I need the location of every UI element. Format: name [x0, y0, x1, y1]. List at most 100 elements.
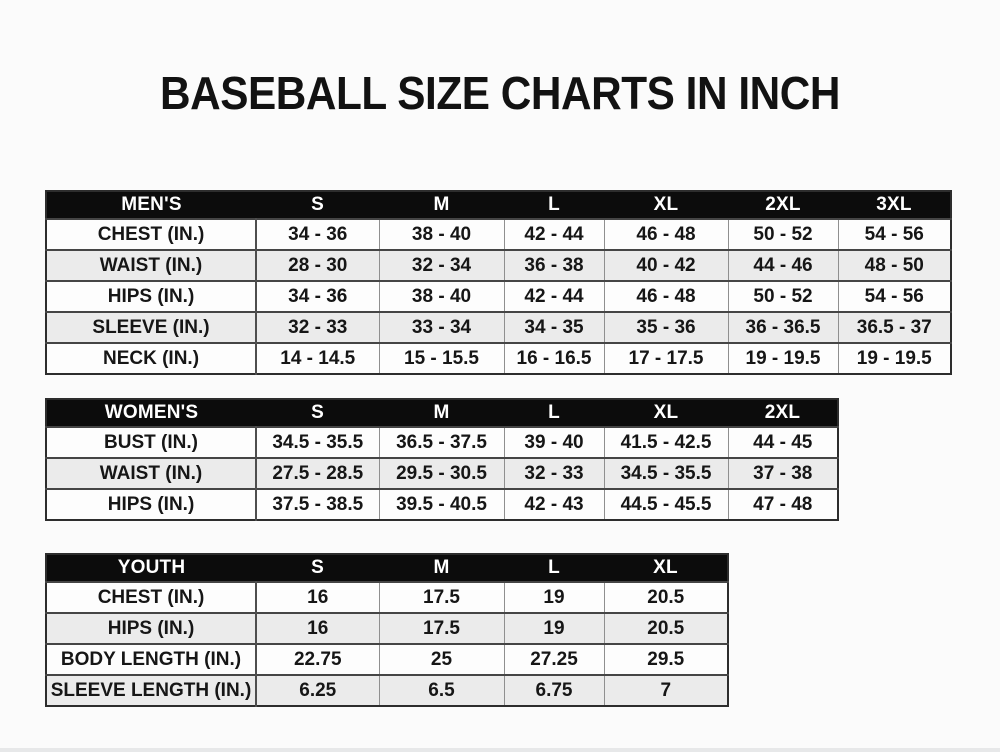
size-value: 32 - 33	[503, 458, 604, 489]
size-value: 16	[255, 582, 379, 613]
size-value: 34 - 36	[255, 281, 379, 312]
measurement-label: CHEST (IN.)	[97, 223, 205, 245]
womens-table: WOMEN'S S M L XL 2XL BUST (IN.) 34.5 - 35.5 36.5…	[45, 398, 839, 521]
measurement-label: BODY LENGTH (IN.)	[60, 648, 242, 670]
table-row: NECK (IN.) 14 - 14.5 15 - 15.5 16 - 16.5 17 …	[46, 343, 951, 374]
size-value: 54 - 56	[837, 281, 951, 312]
size-value: 29.5 - 30.5	[378, 458, 504, 489]
size-value: 37 - 38	[727, 458, 838, 489]
size-value: 28 - 30	[255, 250, 379, 281]
group-label: YOUTH	[46, 554, 256, 582]
size-value: 39.5 - 40.5	[378, 489, 504, 520]
table-row: CHEST (IN.) 34 - 36 38 - 40 42 - 44 46 - 48 5…	[46, 219, 951, 250]
measurement-label: CHEST (IN.)	[97, 586, 205, 608]
table-row: CHEST (IN.) 16 17.5 19 20.5	[46, 582, 728, 613]
size-value: 19 - 19.5	[727, 343, 838, 374]
size-value: 20.5	[603, 613, 728, 644]
size-value: 34.5 - 35.5	[255, 427, 379, 458]
measurement-label: WAIST (IN.)	[99, 254, 203, 276]
size-value: 54 - 56	[837, 219, 951, 250]
size-value: 14 - 14.5	[255, 343, 379, 374]
size-value: 32 - 34	[378, 250, 504, 281]
table-row: BODY LENGTH (IN.) 22.75 25 27.25 29.5	[46, 644, 728, 675]
size-value: 46 - 48	[603, 281, 728, 312]
measurement-label: HIPS (IN.)	[107, 617, 195, 639]
size-value: 34.5 - 35.5	[603, 458, 728, 489]
size-value: 35 - 36	[603, 312, 728, 343]
mens-size-table: MEN'S S M L XL 2XL 3XL CHEST (IN.) 34 - 36 38 - 4…	[45, 190, 952, 375]
size-value: 7	[603, 675, 728, 706]
size-column-header: L	[504, 191, 604, 219]
size-column-header: 2XL	[728, 191, 838, 219]
size-value: 36.5 - 37	[837, 312, 951, 343]
youth-table: YOUTH S M L XL CHEST (IN.) 16 17.5 19 20.5 HIPS (I…	[45, 553, 729, 707]
measurement-label: SLEEVE LENGTH (IN.)	[50, 679, 252, 701]
size-column-header: M	[379, 399, 504, 427]
size-column-header: S	[256, 399, 379, 427]
measurement-label: NECK (IN.)	[102, 347, 200, 369]
size-value: 34 - 36	[255, 219, 379, 250]
header-row: YOUTH S M L XL	[46, 554, 728, 582]
size-value: 6.25	[255, 675, 379, 706]
page-title: BASEBALL SIZE CHARTS IN INCH	[160, 67, 840, 119]
size-value: 34 - 35	[503, 312, 604, 343]
table-row: WAIST (IN.) 27.5 - 28.5 29.5 - 30.5 32 - 33…	[46, 458, 838, 489]
size-value: 19	[503, 613, 604, 644]
size-value: 6.5	[378, 675, 504, 706]
size-value: 16 - 16.5	[503, 343, 604, 374]
size-value: 38 - 40	[378, 281, 504, 312]
size-value: 27.5 - 28.5	[255, 458, 379, 489]
size-column-header: S	[256, 554, 379, 582]
size-value: 50 - 52	[727, 219, 838, 250]
size-value: 36 - 38	[503, 250, 604, 281]
size-value: 40 - 42	[603, 250, 728, 281]
size-column-header: L	[504, 554, 604, 582]
table-row: HIPS (IN.) 34 - 36 38 - 40 42 - 44 46 - 48 50…	[46, 281, 951, 312]
measurement-label: HIPS (IN.)	[107, 493, 195, 515]
size-column-header: S	[256, 191, 379, 219]
mens-table: MEN'S S M L XL 2XL 3XL CHEST (IN.) 34 - 36 38 - 4…	[45, 190, 952, 375]
table-row: BUST (IN.) 34.5 - 35.5 36.5 - 37.5 39 - 40 4…	[46, 427, 838, 458]
size-value: 15 - 15.5	[378, 343, 504, 374]
size-value: 50 - 52	[727, 281, 838, 312]
size-value: 19	[503, 582, 604, 613]
size-value: 33 - 34	[378, 312, 504, 343]
size-value: 42 - 44	[503, 219, 604, 250]
group-label: WOMEN'S	[46, 399, 256, 427]
size-value: 44 - 45	[727, 427, 838, 458]
size-value: 42 - 43	[503, 489, 604, 520]
size-value: 20.5	[603, 582, 728, 613]
size-column-header: XL	[604, 399, 728, 427]
size-value: 19 - 19.5	[837, 343, 951, 374]
table-row: HIPS (IN.) 16 17.5 19 20.5	[46, 613, 728, 644]
size-value: 17.5	[378, 613, 504, 644]
size-value: 37.5 - 38.5	[255, 489, 379, 520]
size-value: 47 - 48	[727, 489, 838, 520]
measurement-label: BUST (IN.)	[104, 431, 198, 453]
table-row: WAIST (IN.) 28 - 30 32 - 34 36 - 38 40 - 42 4…	[46, 250, 951, 281]
group-label: MEN'S	[46, 191, 256, 219]
size-column-header: 2XL	[728, 399, 838, 427]
size-value: 6.75	[503, 675, 604, 706]
size-value: 44 - 46	[727, 250, 838, 281]
size-value: 36 - 36.5	[727, 312, 838, 343]
size-column-header: XL	[604, 191, 728, 219]
size-value: 27.25	[503, 644, 604, 675]
youth-size-table: YOUTH S M L XL CHEST (IN.) 16 17.5 19 20.5 HIPS (I…	[45, 553, 729, 707]
size-value: 41.5 - 42.5	[603, 427, 728, 458]
size-value: 39 - 40	[503, 427, 604, 458]
table-row: SLEEVE (IN.) 32 - 33 33 - 34 34 - 35 35 - 36…	[46, 312, 951, 343]
size-value: 36.5 - 37.5	[378, 427, 504, 458]
header-row: WOMEN'S S M L XL 2XL	[46, 399, 838, 427]
table-row: SLEEVE LENGTH (IN.) 6.25 6.5 6.75 7	[46, 675, 728, 706]
size-value: 25	[378, 644, 504, 675]
size-value: 44.5 - 45.5	[603, 489, 728, 520]
size-value: 17 - 17.5	[603, 343, 728, 374]
size-value: 22.75	[255, 644, 379, 675]
measurement-label: WAIST (IN.)	[99, 462, 203, 484]
womens-size-table: WOMEN'S S M L XL 2XL BUST (IN.) 34.5 - 35.5 36.5…	[45, 398, 839, 521]
measurement-label: HIPS (IN.)	[107, 285, 195, 307]
size-value: 32 - 33	[255, 312, 379, 343]
table-row: HIPS (IN.) 37.5 - 38.5 39.5 - 40.5 42 - 43 4…	[46, 489, 838, 520]
